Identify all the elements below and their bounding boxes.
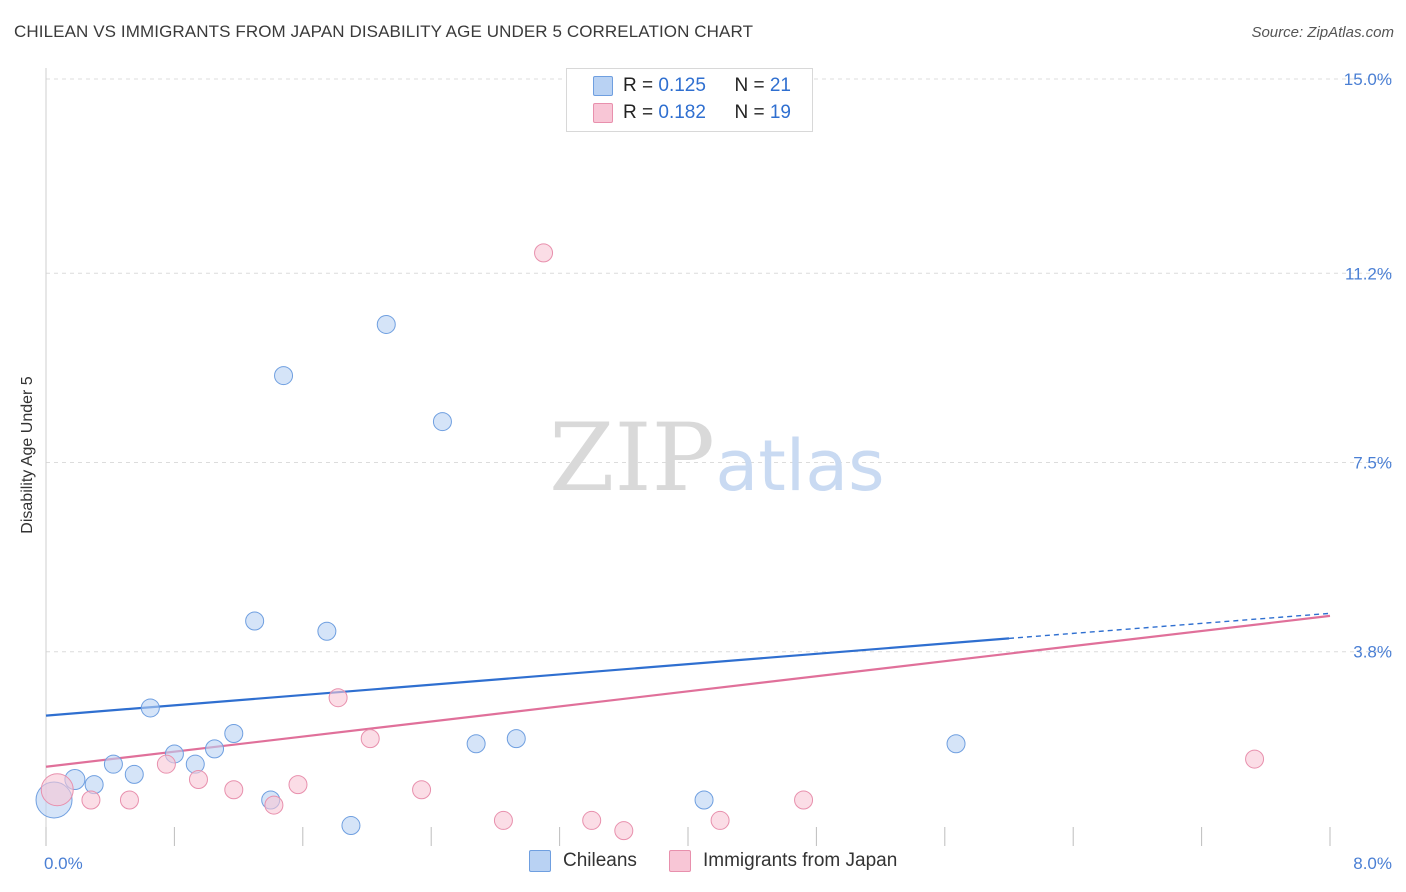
chilean-point bbox=[185, 754, 205, 774]
chilean-point bbox=[946, 734, 966, 754]
x-tick-label: 0.0% bbox=[44, 854, 83, 873]
chilean-point bbox=[205, 739, 225, 759]
n-value-chileans: 21 bbox=[769, 75, 791, 96]
chilean-point bbox=[103, 754, 123, 774]
series-legend: Chileans Immigrants from Japan bbox=[0, 850, 1406, 878]
japan-point bbox=[1245, 749, 1265, 769]
chart-title: CHILEAN VS IMMIGRANTS FROM JAPAN DISABIL… bbox=[14, 22, 754, 41]
chilean-point bbox=[341, 816, 361, 836]
chilean-point bbox=[124, 764, 144, 784]
legend-label-japan: Immigrants from Japan bbox=[703, 850, 898, 871]
japan-point bbox=[288, 775, 308, 795]
watermark-zip: ZIP bbox=[549, 404, 715, 513]
chilean-point bbox=[376, 314, 396, 334]
trend-lines bbox=[45, 612, 1331, 768]
japan-point bbox=[40, 773, 74, 807]
japan-point bbox=[493, 810, 513, 830]
japan-point bbox=[710, 810, 730, 830]
chilean-point bbox=[432, 412, 452, 432]
japan-point bbox=[119, 790, 139, 810]
watermark-atlas: atlas bbox=[715, 425, 884, 507]
data-points bbox=[35, 243, 1265, 841]
r-value-japan: 0.182 bbox=[658, 102, 706, 123]
legend-swatch-japan bbox=[669, 850, 691, 872]
chilean-point bbox=[245, 611, 265, 631]
gridlines bbox=[46, 78, 1392, 653]
chilean-trend-line bbox=[45, 637, 1010, 717]
chilean-point bbox=[694, 790, 714, 810]
japan-point bbox=[156, 754, 176, 774]
japan-point bbox=[328, 688, 348, 708]
r-value-chileans: 0.125 bbox=[658, 75, 706, 96]
y-tick-label: 3.8% bbox=[1353, 643, 1392, 662]
japan-point bbox=[264, 795, 284, 815]
legend-label-chileans: Chileans bbox=[563, 850, 637, 871]
japan-point bbox=[534, 243, 554, 263]
japan-trend-line bbox=[45, 614, 1331, 768]
r-label: R = bbox=[623, 102, 659, 123]
n-label: N = bbox=[734, 75, 770, 96]
chilean-point bbox=[317, 621, 337, 641]
y-tick-label: 7.5% bbox=[1353, 454, 1392, 473]
legend-swatch-chileans bbox=[529, 850, 551, 872]
chilean-point bbox=[274, 366, 294, 386]
correlation-legend: R = 0.125 N = 21 R = 0.182 N = 19 bbox=[566, 68, 813, 132]
legend-swatch-pink bbox=[593, 103, 613, 123]
n-label: N = bbox=[734, 102, 770, 123]
y-tick-label: 15.0% bbox=[1344, 70, 1392, 89]
y-tick-label: 11.2% bbox=[1345, 264, 1392, 283]
legend-swatch-blue bbox=[593, 76, 613, 96]
japan-point bbox=[412, 780, 432, 800]
chilean-point bbox=[506, 729, 526, 749]
japan-point bbox=[224, 780, 244, 800]
japan-point bbox=[81, 790, 101, 810]
tick-labels: 3.8% 7.5% 11.2% 15.0% 0.0% 8.0% bbox=[44, 70, 1392, 873]
x-tick-label: 8.0% bbox=[1353, 854, 1392, 873]
source-label: Source: ZipAtlas.com bbox=[1251, 24, 1394, 41]
chilean-point bbox=[140, 698, 160, 718]
japan-point bbox=[360, 729, 380, 749]
legend-item-chileans: Chileans bbox=[529, 850, 637, 872]
japan-point bbox=[188, 770, 208, 790]
legend-item-japan: Immigrants from Japan bbox=[669, 850, 897, 872]
japan-point bbox=[794, 790, 814, 810]
chilean-point bbox=[84, 775, 104, 795]
chilean-point bbox=[224, 724, 244, 744]
japan-point bbox=[582, 810, 602, 830]
chilean-point bbox=[466, 734, 486, 754]
japan-point bbox=[614, 821, 634, 841]
x-axis bbox=[45, 68, 1331, 846]
n-value-japan: 19 bbox=[769, 102, 791, 123]
r-label: R = bbox=[623, 75, 659, 96]
